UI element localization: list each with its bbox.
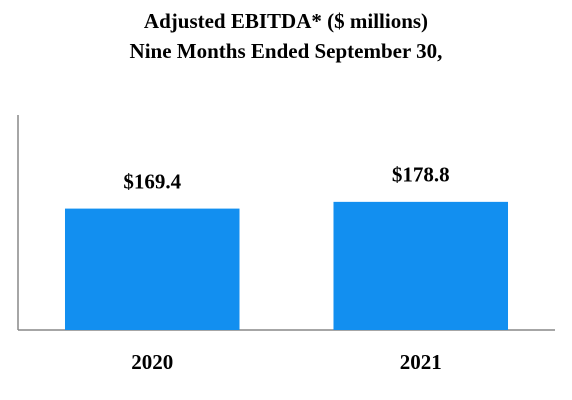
x-tick-label: 2021 [400, 350, 442, 374]
chart-title: Adjusted EBITDA* ($ millions) [144, 9, 428, 33]
bar [64, 208, 240, 330]
value-label: $178.8 [392, 163, 450, 187]
chart-title: Nine Months Ended September 30, [130, 39, 443, 63]
x-tick-label: 2020 [131, 350, 173, 374]
value-label: $169.4 [123, 169, 181, 193]
bar [333, 201, 509, 330]
